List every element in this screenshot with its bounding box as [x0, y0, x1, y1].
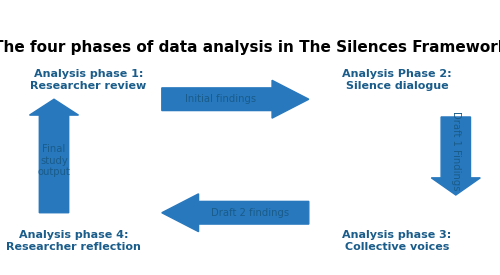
FancyArrow shape	[30, 99, 78, 213]
Text: Analysis phase 4:
Researcher reflection: Analysis phase 4: Researcher reflection	[6, 230, 141, 252]
FancyArrow shape	[162, 194, 309, 232]
Text: Initial findings: Initial findings	[185, 94, 256, 104]
FancyArrow shape	[162, 80, 309, 118]
Text: The four phases of data analysis in The Silences Framework: The four phases of data analysis in The …	[0, 40, 500, 55]
Text: Analysis Phase 2:
Silence dialogue: Analysis Phase 2: Silence dialogue	[342, 70, 452, 91]
Text: Draft 2 findings: Draft 2 findings	[211, 208, 289, 218]
Text: Analysis phase 1:
Researcher review: Analysis phase 1: Researcher review	[30, 70, 146, 91]
Text: Analysis phase 3:
Collective voices: Analysis phase 3: Collective voices	[342, 230, 452, 252]
Text: Draft 1 Findings: Draft 1 Findings	[451, 111, 461, 191]
Text: Final
study
output: Final study output	[38, 144, 70, 177]
FancyArrow shape	[432, 117, 480, 195]
